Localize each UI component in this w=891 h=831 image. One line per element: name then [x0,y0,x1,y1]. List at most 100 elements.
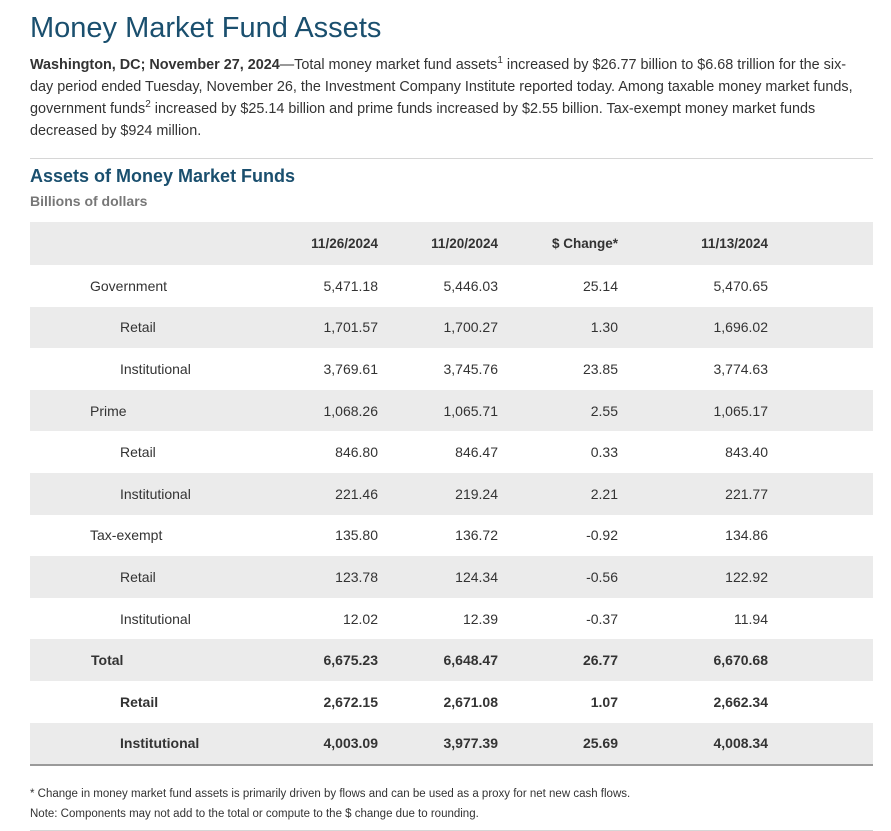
cell-value: 26.77 [582,652,618,669]
row-label: Institutional [120,485,191,502]
cell-value: 0.33 [590,444,618,461]
row-label: Retail [120,444,156,461]
cell-value: 3,745.76 [443,360,499,377]
cell-value: 3,774.63 [713,360,769,377]
table-row-prime: Prime 1,068.26 1,065.71 2.55 1,065.17 [30,389,873,432]
cell-value: 2,662.34 [713,693,769,710]
cell-value: 2,671.08 [443,693,499,710]
header-category [30,222,260,265]
cell-value: 5,470.65 [713,277,769,294]
cell-spacer [768,515,873,557]
row-label: Government [90,277,168,294]
assets-table: 11/26/2024 11/20/2024 $ Change* 11/13/20… [30,222,873,766]
cell-spacer [768,556,873,598]
table-row-tax-exempt-retail: Retail 123.78 124.34 -0.56 122.92 [30,556,873,598]
cell-value: 1,068.26 [323,402,379,419]
cell-value: 5,446.03 [443,277,499,294]
cell-value: -0.37 [586,610,618,627]
cell-value: 12.02 [342,610,378,627]
row-label: Retail [120,319,156,336]
cell-value: 221.46 [335,485,378,502]
header-spacer [768,222,873,265]
dateline: Washington, DC; November 27, 2024 [30,57,280,73]
intro-paragraph: Washington, DC; November 27, 2024—Total … [30,54,860,142]
table-notes: * Change in money market fund assets is … [30,784,872,824]
header-date-2: 11/20/2024 [431,236,498,251]
cell-value: 3,977.39 [443,735,499,752]
cell-value: 6,648.47 [443,652,499,669]
cell-value: 5,471.18 [323,277,379,294]
table-row-government-institutional: Institutional 3,769.61 3,745.76 23.85 3,… [30,348,873,390]
cell-value: 846.47 [455,444,498,461]
cell-value: -0.56 [586,568,618,585]
cell-value: 122.92 [725,568,768,585]
intro-text-2: increased by $26.77 billion to $6.68 tri… [30,57,853,117]
header-date-1: 11/26/2024 [311,236,378,251]
cell-value: 25.69 [582,735,618,752]
row-label: Institutional [120,610,191,627]
cell-value: 25.14 [582,277,618,294]
cell-value: 1.30 [590,319,618,336]
cell-value: 4,003.09 [323,735,379,752]
row-label: Prime [90,402,127,419]
cell-value: 219.24 [455,485,498,502]
cell-value: 11.94 [734,610,768,627]
section-divider [30,158,873,159]
table-title: Assets of Money Market Funds [30,166,296,186]
cell-value: 123.78 [335,568,378,585]
footnote-change: * Change in money market fund assets is … [30,788,631,801]
cell-value: 135.80 [335,527,378,544]
cell-value: 6,670.68 [713,652,769,669]
cell-value: 12.39 [462,610,498,627]
page-title: Money Market Fund Assets [30,12,382,44]
cell-spacer [768,307,873,349]
cell-spacer [768,723,873,766]
cell-value: 23.85 [582,360,618,377]
cell-spacer [768,639,873,681]
table-row-total: Total 6,675.23 6,648.47 26.77 6,670.68 [30,639,873,681]
table-row-prime-institutional: Institutional 221.46 219.24 2.21 221.77 [30,472,873,515]
row-label: Retail [120,568,156,585]
cell-value: 1,700.27 [443,319,499,336]
cell-spacer [768,265,873,307]
cell-value: 4,008.34 [713,735,769,752]
row-label: Tax-exempt [90,527,163,544]
footnote-ref-2[interactable]: 2 [145,99,151,111]
row-label: Institutional [120,360,191,377]
table-row-tax-exempt: Tax-exempt 135.80 136.72 -0.92 134.86 [30,515,873,557]
table-row-government: Government 5,471.18 5,446.03 25.14 5,470… [30,265,873,307]
cell-value: 1,696.02 [713,319,769,336]
table-header-row: 11/26/2024 11/20/2024 $ Change* 11/13/20… [30,222,873,265]
table-row-total-institutional: Institutional 4,003.09 3,977.39 25.69 4,… [30,722,873,766]
cell-value: 136.72 [455,527,498,544]
cell-value: 1.07 [590,693,618,710]
cell-value: 2.21 [590,485,618,502]
footnote-rounding: Note: Components may not add to the tota… [30,808,479,821]
cell-value: 3,769.61 [323,360,379,377]
table-row-total-retail: Retail 2,672.15 2,671.08 1.07 2,662.34 [30,681,873,723]
cell-value: 843.40 [725,444,768,461]
table-subtitle: Billions of dollars [30,193,148,209]
cell-value: 134.86 [725,527,768,544]
intro-text-1: —Total money market fund assets [279,57,498,73]
cell-spacer [768,681,873,723]
header-change: $ Change* [551,236,618,251]
table-row-tax-exempt-institutional: Institutional 12.02 12.39 -0.37 11.94 [30,598,873,640]
cell-value: 2,672.15 [323,693,379,710]
cell-value: 221.77 [725,485,768,502]
cell-value: 6,675.23 [323,652,379,669]
cell-spacer [768,598,873,640]
row-label: Total [91,652,124,669]
cell-spacer [768,431,873,473]
cell-spacer [768,348,873,390]
row-label: Institutional [120,735,200,752]
header-date-3: 11/13/2024 [701,236,768,251]
table-row-government-retail: Retail 1,701.57 1,700.27 1.30 1,696.02 [30,306,873,349]
cell-value: 846.80 [335,444,378,461]
cell-value: 2.55 [590,402,618,419]
cell-spacer [768,473,873,515]
cell-spacer [768,390,873,432]
cell-value: -0.92 [586,527,618,544]
footnote-ref-1[interactable]: 1 [497,55,503,67]
